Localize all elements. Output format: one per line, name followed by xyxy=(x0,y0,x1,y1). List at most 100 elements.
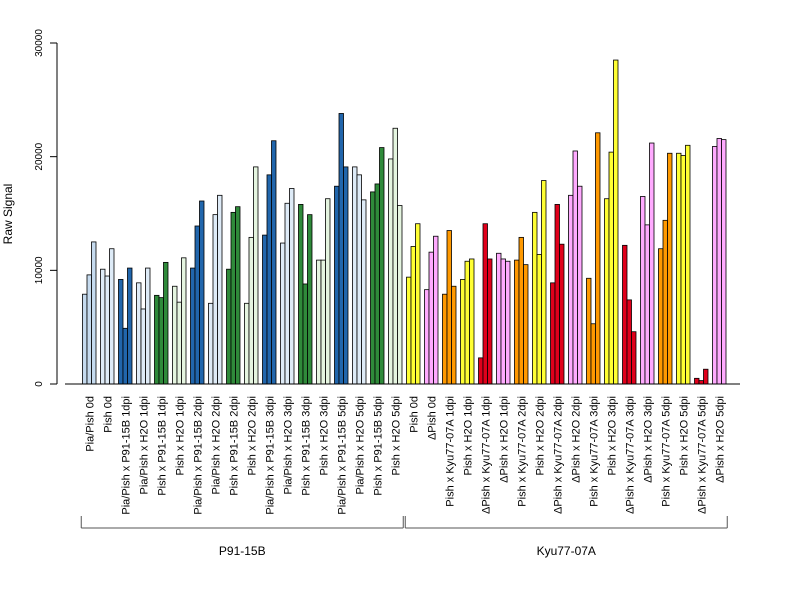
bar xyxy=(482,223,488,385)
bar xyxy=(662,219,668,385)
y-tick-label: 20000 xyxy=(34,142,45,170)
bar xyxy=(208,302,214,385)
bar xyxy=(433,235,439,385)
bar xyxy=(577,185,583,385)
bar xyxy=(91,241,97,385)
bar xyxy=(631,331,637,385)
x-tick-label: Pish x Kyu77-07A 1dpi xyxy=(444,396,456,507)
bar xyxy=(532,211,538,385)
bar xyxy=(676,152,682,385)
x-tick-label: Pia/Pish x P91-15B 2dpi xyxy=(192,396,204,515)
x-tick-label: Pish x H2O 1dpi xyxy=(462,396,474,475)
bar xyxy=(122,327,128,385)
bar xyxy=(343,166,349,385)
bar xyxy=(325,198,331,385)
bar xyxy=(536,254,542,385)
bar xyxy=(613,59,619,385)
bar xyxy=(352,166,358,385)
bar xyxy=(181,257,187,385)
bar xyxy=(410,246,416,385)
x-tick-label: Pish x P91-15B 1dpi xyxy=(156,396,168,496)
bar xyxy=(136,282,142,385)
x-tick-label: ΔPish x H2O 2dpi xyxy=(570,396,582,483)
bar xyxy=(644,224,650,385)
bar xyxy=(667,152,673,385)
bar xyxy=(338,113,344,385)
bar xyxy=(244,302,250,385)
x-tick-label: Pia/Pish x H2O 1dpi xyxy=(138,396,150,494)
bar xyxy=(289,188,295,385)
bar xyxy=(235,206,241,385)
bar xyxy=(626,299,632,385)
bar xyxy=(568,194,574,385)
bar xyxy=(230,211,236,385)
bar xyxy=(280,242,286,385)
bar xyxy=(554,204,560,385)
bar xyxy=(109,248,115,385)
bar xyxy=(658,248,664,385)
x-tick-label: ΔPish x H2O 3dpi xyxy=(642,396,654,483)
bar xyxy=(163,261,169,385)
bar xyxy=(176,301,182,385)
bar xyxy=(446,230,452,385)
bar xyxy=(698,380,704,385)
x-tick-label: ΔPish x Kyu77-07A 1dpi xyxy=(480,396,492,514)
group-label: P91-15B xyxy=(219,544,266,558)
bar xyxy=(118,279,124,385)
bar xyxy=(307,214,313,385)
bar xyxy=(496,252,502,385)
x-tick-label: Pish x H2O 3dpi xyxy=(318,396,330,475)
bar xyxy=(397,205,403,385)
bar xyxy=(716,138,722,385)
bar xyxy=(460,279,466,385)
x-tick-label: Pia/Pish x H2O 2dpi xyxy=(210,396,222,494)
bar xyxy=(253,166,259,385)
bar xyxy=(703,368,709,385)
bar xyxy=(302,283,308,385)
bar xyxy=(212,214,218,385)
bar xyxy=(334,185,340,385)
bar xyxy=(86,274,92,385)
bar xyxy=(379,147,385,385)
group-label: Kyu77-07A xyxy=(537,544,596,558)
bar xyxy=(217,194,223,385)
bar xyxy=(104,275,110,385)
bar xyxy=(478,357,484,385)
group-brackets: P91-15B Kyu77-07A xyxy=(80,516,728,558)
bar xyxy=(388,158,394,385)
bar xyxy=(721,139,727,385)
x-tick-label: Pish 0d xyxy=(102,396,114,433)
bar xyxy=(694,377,700,385)
bar xyxy=(428,251,434,385)
bar xyxy=(316,259,322,385)
bar xyxy=(680,155,686,385)
y-tick-label: 10000 xyxy=(34,256,45,284)
bar xyxy=(199,200,205,385)
bar xyxy=(154,294,160,385)
bar xyxy=(374,183,380,385)
x-tick-label: Pia/Pish x H2O 5dpi xyxy=(354,396,366,494)
x-tick-label: Pish x H2O 3dpi xyxy=(606,396,618,475)
bar xyxy=(262,234,268,385)
x-tick-label: Pish x P91-15B 5dpi xyxy=(372,396,384,496)
y-axis: 0 10000 20000 30000 xyxy=(34,29,58,387)
bar xyxy=(685,144,691,385)
bar xyxy=(190,267,196,385)
bar xyxy=(590,323,596,385)
x-tick-label: ΔPish x H2O 1dpi xyxy=(498,396,510,483)
bar xyxy=(271,140,277,385)
x-tick-label: Pia/Pish x P91-15B 5dpi xyxy=(336,396,348,515)
bar xyxy=(82,293,88,385)
bar xyxy=(487,258,493,385)
bar xyxy=(356,174,362,385)
bar xyxy=(464,260,470,385)
x-tick-label: Pish x Kyu77-07A 5dpi xyxy=(660,396,672,507)
bar xyxy=(550,282,556,385)
x-tick-label: Pia/Pish x H2O 3dpi xyxy=(282,396,294,494)
x-tick-label: ΔPish x Kyu77-07A 2dpi xyxy=(552,396,564,514)
bar xyxy=(172,285,178,385)
x-tick-label: Pia/Pish x P91-15B 1dpi xyxy=(120,396,132,515)
x-tick-label: ΔPish x H2O 5dpi xyxy=(714,396,726,483)
x-tick-label: ΔPish 0d xyxy=(426,396,438,440)
x-tick-label: Pish x H2O 5dpi xyxy=(390,396,402,475)
